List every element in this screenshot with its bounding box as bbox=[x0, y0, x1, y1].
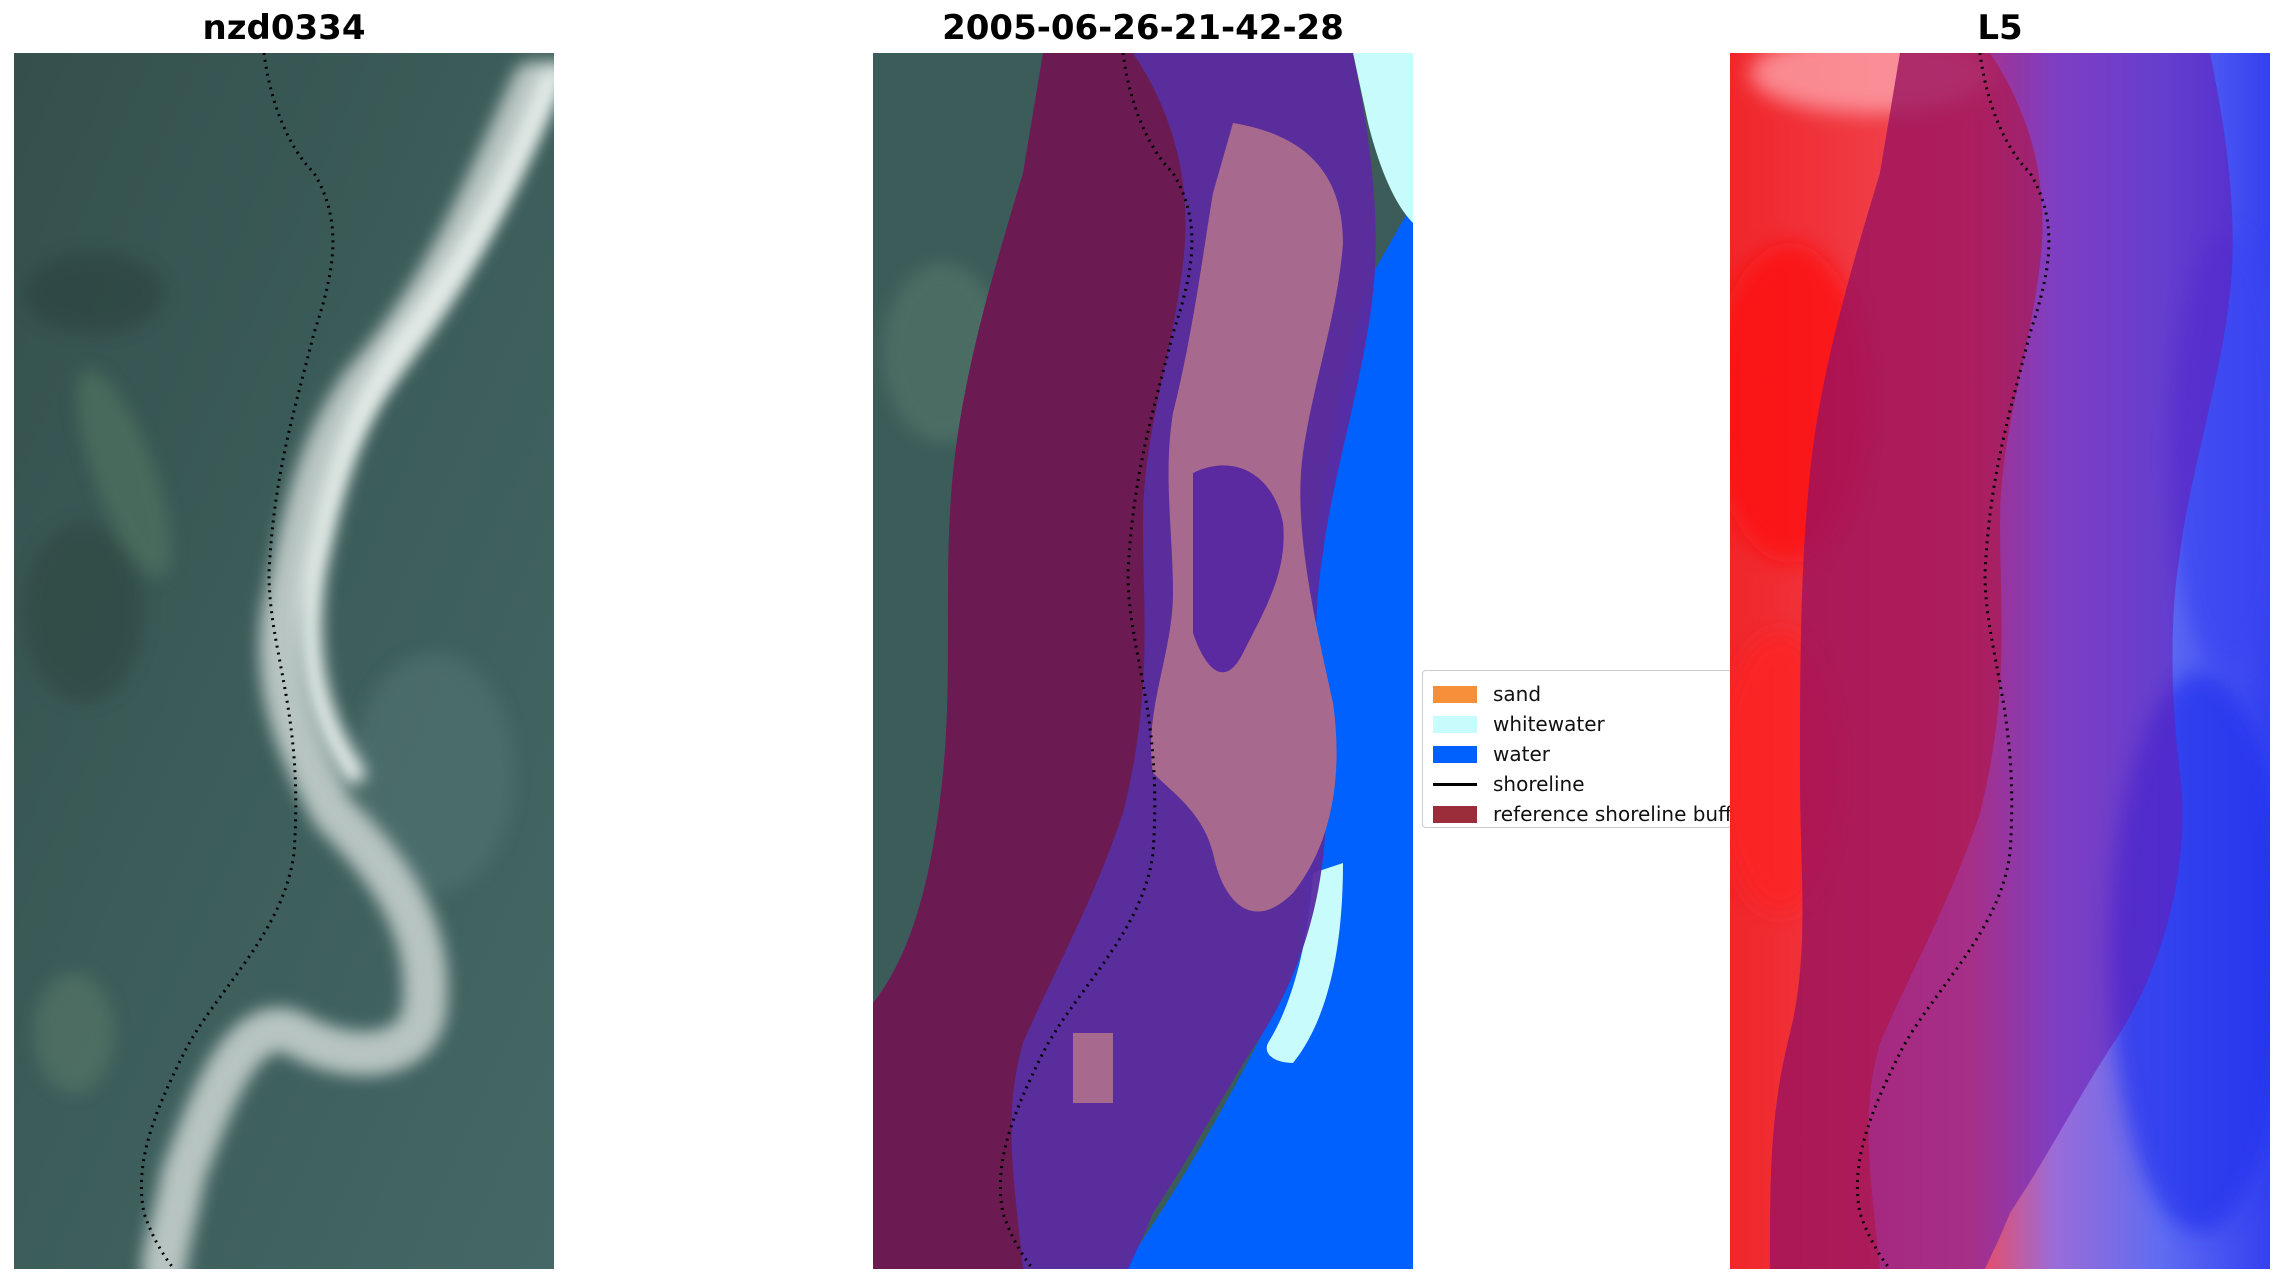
legend: sand whitewater water shoreline referenc… bbox=[1422, 670, 1732, 828]
shoreline bbox=[998, 53, 1194, 1269]
shoreline bbox=[1855, 53, 2051, 1269]
legend-label-buffer: reference shoreline buffer bbox=[1493, 802, 1732, 826]
river-bed bbox=[142, 61, 554, 1269]
rgb-image-panel bbox=[14, 53, 554, 1269]
legend-label-sand: sand bbox=[1493, 682, 1542, 706]
panel-title-classified: 2005-06-26-21-42-28 bbox=[942, 8, 1344, 48]
legend-label-water: water bbox=[1493, 742, 1550, 766]
index-panel bbox=[1730, 53, 2270, 1269]
legend-swatch-water bbox=[1433, 745, 1477, 763]
legend-swatch-sand bbox=[1433, 685, 1477, 703]
legend-label-whitewater: whitewater bbox=[1493, 712, 1605, 736]
rgb-satellite-image bbox=[14, 53, 554, 1269]
panel-title-rgb: nzd0334 bbox=[202, 8, 366, 48]
legend-swatch-buffer bbox=[1433, 805, 1477, 823]
l5-index-image bbox=[1730, 53, 2270, 1269]
classified-image bbox=[873, 53, 1413, 1269]
legend-entry-shoreline: shoreline bbox=[1433, 769, 1721, 799]
water-class-region bbox=[1123, 203, 1413, 1269]
legend-entry-whitewater: whitewater bbox=[1433, 709, 1721, 739]
legend-label-shoreline: shoreline bbox=[1493, 772, 1585, 796]
legend-entry-sand: sand bbox=[1433, 679, 1721, 709]
buffer-land-region bbox=[873, 53, 1186, 1269]
legend-swatch-whitewater bbox=[1433, 715, 1477, 733]
legend-line-shoreline bbox=[1433, 782, 1477, 786]
shoreline bbox=[139, 53, 335, 1269]
classification-panel bbox=[873, 53, 1413, 1269]
panel-title-index: L5 bbox=[1977, 8, 2023, 48]
legend-entry-water: water bbox=[1433, 739, 1721, 769]
legend-entry-buffer: reference shoreline buffer bbox=[1433, 799, 1731, 827]
